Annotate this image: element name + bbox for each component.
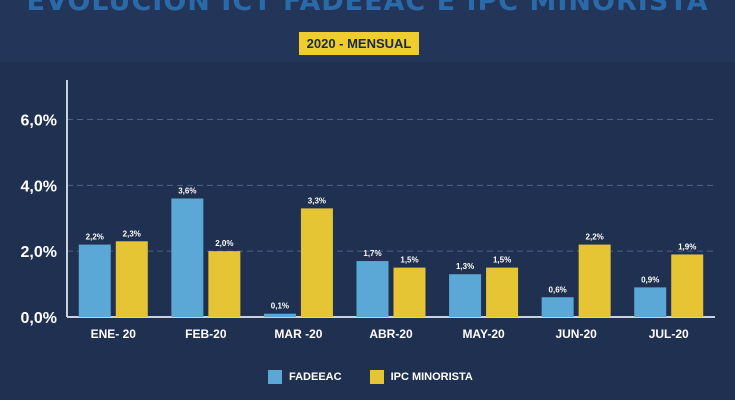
x-tick-label: MAY-20 [462,327,505,341]
chart-title: EVOLUCION ICT FADEEAC E IPC MINORISTA [26,0,709,17]
legend: FADEEAC IPC MINORISTA [268,370,473,384]
data-label: 1,5% [493,256,511,265]
bar [393,267,426,317]
x-tick-label: ABR-20 [369,327,413,341]
legend-label-fadeeac: FADEEAC [289,371,342,383]
bar [578,244,611,317]
x-tick-label: ENE- 20 [91,327,137,341]
subtitle-badge: 2020 - MENSUAL [299,32,419,55]
data-label: 2,0% [215,239,233,248]
bar [541,297,574,317]
data-label: 2,2% [586,233,604,242]
bar [356,261,389,317]
legend-item-fadeeac: FADEEAC [268,370,342,384]
bar [449,274,482,317]
data-label: 1,5% [400,256,418,265]
x-tick-label: JUL-20 [649,327,689,341]
y-tick-label: 2,0% [21,244,57,261]
bar [208,251,241,317]
bar [115,241,148,317]
data-label: 0,6% [549,285,567,294]
bar [171,198,204,317]
y-tick-label: 4,0% [21,178,57,195]
bar [263,313,296,317]
data-label: 3,6% [178,187,196,196]
legend-item-ipc: IPC MINORISTA [369,370,473,384]
bar [486,267,519,317]
x-tick-label: MAR -20 [274,327,322,341]
data-label: 2,3% [123,229,141,238]
data-label: 1,3% [456,262,474,271]
bar [671,254,704,317]
x-tick-label: JUN-20 [555,327,597,341]
y-tick-label: 6,0% [21,113,57,130]
data-label: 2,2% [86,233,104,242]
legend-label-ipc: IPC MINORISTA [390,371,473,383]
y-tick-label: 0,0% [21,310,57,327]
bar [634,287,667,317]
bar [300,208,333,317]
data-label: 0,9% [641,275,659,284]
bar [78,244,111,317]
data-label: 1,7% [363,249,381,258]
data-label: 1,9% [678,242,696,251]
legend-swatch-fadeeac [268,370,282,384]
data-label: 0,1% [271,302,289,311]
x-tick-label: FEB-20 [185,327,227,341]
legend-swatch-ipc [369,370,384,384]
data-label: 3,3% [308,196,326,205]
